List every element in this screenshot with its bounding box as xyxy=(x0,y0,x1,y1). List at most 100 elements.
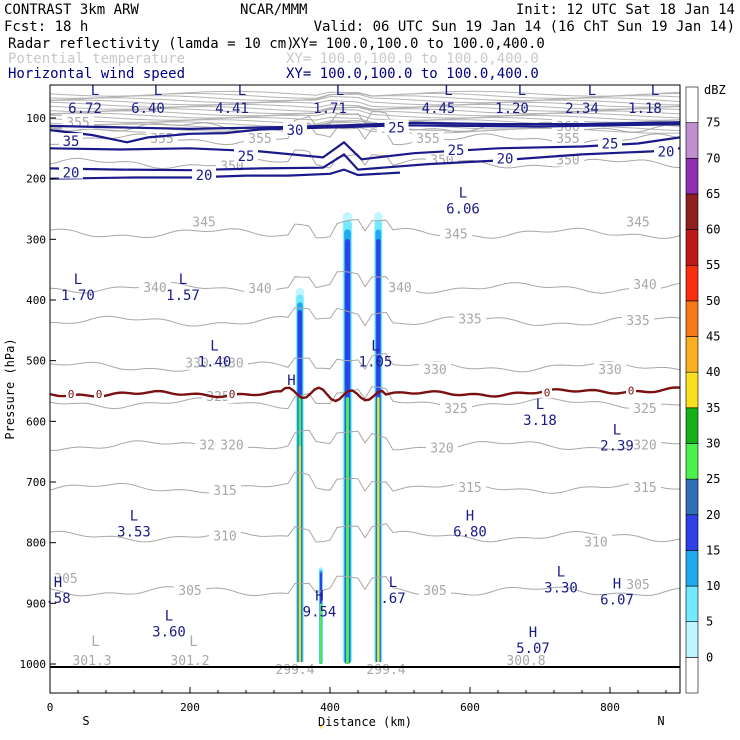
extremum-value-6: 2.34 xyxy=(565,101,599,117)
theta-label-24: 325 xyxy=(444,402,467,417)
theta-label-29: 320 xyxy=(633,439,656,454)
extremum-type-17: H xyxy=(466,508,474,524)
theta-label-bg-39 xyxy=(76,652,108,667)
theta-label-14: 340 xyxy=(248,282,271,297)
theta-label-bg-24 xyxy=(440,401,472,416)
theta-contour-345 xyxy=(49,219,681,239)
theta-label-bg-43 xyxy=(510,652,542,667)
y-tick-label-2: 300 xyxy=(26,233,46,246)
colorbar-swatch-0 xyxy=(685,657,699,694)
theta-label-17: 335 xyxy=(458,312,481,327)
colorbar-swatch-2 xyxy=(685,585,699,623)
zero-label-0: 0 xyxy=(68,388,75,401)
zero-label-4: 0 xyxy=(628,385,635,398)
zero-label-bg-1 xyxy=(94,388,104,401)
theta-label-20: 330 xyxy=(220,357,243,372)
theta-label-bg-20 xyxy=(216,355,248,370)
theta-strat-line-9 xyxy=(49,106,681,117)
wind-label-bg-0 xyxy=(59,133,83,148)
colorbar-label-12: 60 xyxy=(706,223,720,237)
extremum-value-9: 1.70 xyxy=(61,288,95,304)
wind-contour-20b xyxy=(49,168,401,180)
theta-contours: 3603553553553603553553503503503453453453… xyxy=(49,90,681,678)
colorbar-label-4: 20 xyxy=(706,508,720,522)
theta-label-bg-28 xyxy=(426,440,458,455)
colorbar-swatch-10 xyxy=(685,300,699,337)
colorbar-label-2: 10 xyxy=(706,579,720,593)
colorbar-label-14: 70 xyxy=(706,151,720,165)
colorbar-swatch-1 xyxy=(685,621,699,658)
x-tick-label-4: 800 xyxy=(600,701,620,714)
theta-label-bg-41 xyxy=(279,662,311,677)
theta-label-bg-14 xyxy=(244,281,276,296)
colorbar-label-8: 40 xyxy=(706,365,720,379)
extremum-type-23: L xyxy=(165,609,173,625)
wind-label-bg-8 xyxy=(493,150,517,165)
theta-label-37: 305 xyxy=(423,584,446,599)
reflectivity-cell-1-band-5 xyxy=(319,724,322,729)
colorbar-label-10: 50 xyxy=(706,294,720,308)
wind-label-8: 20 xyxy=(497,152,514,168)
theta-label-3: 355 xyxy=(248,132,271,147)
theta-label-bg-38 xyxy=(622,577,654,592)
colorbar-swatch-16 xyxy=(685,86,699,123)
freezing-level: 0 0 0 0 0 xyxy=(49,384,681,403)
zero-label-bg-0 xyxy=(66,388,76,401)
colorbar-label-7: 35 xyxy=(706,401,720,415)
theta-label-21: 330 xyxy=(423,363,446,378)
extremum-type-2: L xyxy=(238,83,246,99)
colorbar-label-11: 55 xyxy=(706,258,720,272)
zero-label-1: 0 xyxy=(96,388,103,401)
theta-label-bg-18 xyxy=(622,313,654,328)
wind-label-bg-3 xyxy=(234,148,258,163)
x-tick-label-3: 600 xyxy=(460,701,480,714)
theta-label-32: 315 xyxy=(633,481,656,496)
wind-label-1: 30 xyxy=(287,123,304,139)
colorbar-label-1: 5 xyxy=(706,615,713,629)
extremum-type-7: L xyxy=(651,83,659,99)
theta-contour-320 xyxy=(49,429,680,451)
extremum-type-10: L xyxy=(179,272,187,288)
colorbar-swatch-6 xyxy=(685,443,699,480)
colorbar-label-9: 45 xyxy=(706,330,720,344)
extremum-value-12: 1.05 xyxy=(359,355,393,371)
reflectivity-cell-2-band-4 xyxy=(345,397,350,664)
theta-label-6: 355 xyxy=(556,132,579,147)
theta-label-bg-42 xyxy=(370,662,402,677)
zero-isotherm-line xyxy=(49,386,681,403)
colorbar-swatch-7 xyxy=(685,407,699,444)
theta-label-18: 335 xyxy=(626,314,649,329)
theta-strat-line-11 xyxy=(49,112,681,121)
theta-label-bg-16 xyxy=(629,276,661,291)
theta-label-41: 299.4 xyxy=(275,663,314,678)
x-axis-label: Distance (km) xyxy=(318,715,412,729)
reflectivity-shading xyxy=(295,212,383,729)
extremum-value-23: 3.60 xyxy=(152,625,186,641)
extremum-value-10: 1.57 xyxy=(166,288,200,304)
theta-label-bg-37 xyxy=(419,583,451,598)
wind-label-bg-1 xyxy=(283,122,307,137)
extremum-type-4: L xyxy=(444,83,452,99)
colorbar-swatch-15 xyxy=(685,122,699,159)
theta-label-39: 301.3 xyxy=(72,654,111,669)
theta-strat-line-10 xyxy=(49,108,681,119)
theta-label-35: 305 xyxy=(54,572,77,587)
x-tick-label-1: 200 xyxy=(180,701,200,714)
theta-label-bg-11 xyxy=(440,226,472,241)
theta-contour-335 xyxy=(49,307,681,327)
theta-label-bg-17 xyxy=(454,311,486,326)
extremum-value-4: 4.45 xyxy=(422,101,456,117)
extremum-type-15: L xyxy=(613,422,621,438)
theta-strat-line-5 xyxy=(49,99,681,108)
wind-label-2: 25 xyxy=(388,121,405,137)
theta-label-bg-25 xyxy=(629,401,661,416)
wind-label-bg-2 xyxy=(384,119,409,134)
zero-label-bg-4 xyxy=(626,384,636,397)
extremum-value-18: 3.30 xyxy=(544,580,578,596)
theta-label-42: 299.4 xyxy=(366,663,405,678)
extremum-value-1: 6.40 xyxy=(131,101,165,117)
wind-label-0: 35 xyxy=(63,134,80,150)
theta-label-28: 320 xyxy=(430,442,453,457)
y-tick-label-1: 200 xyxy=(26,173,46,186)
extremum-type-3: L xyxy=(336,83,344,99)
